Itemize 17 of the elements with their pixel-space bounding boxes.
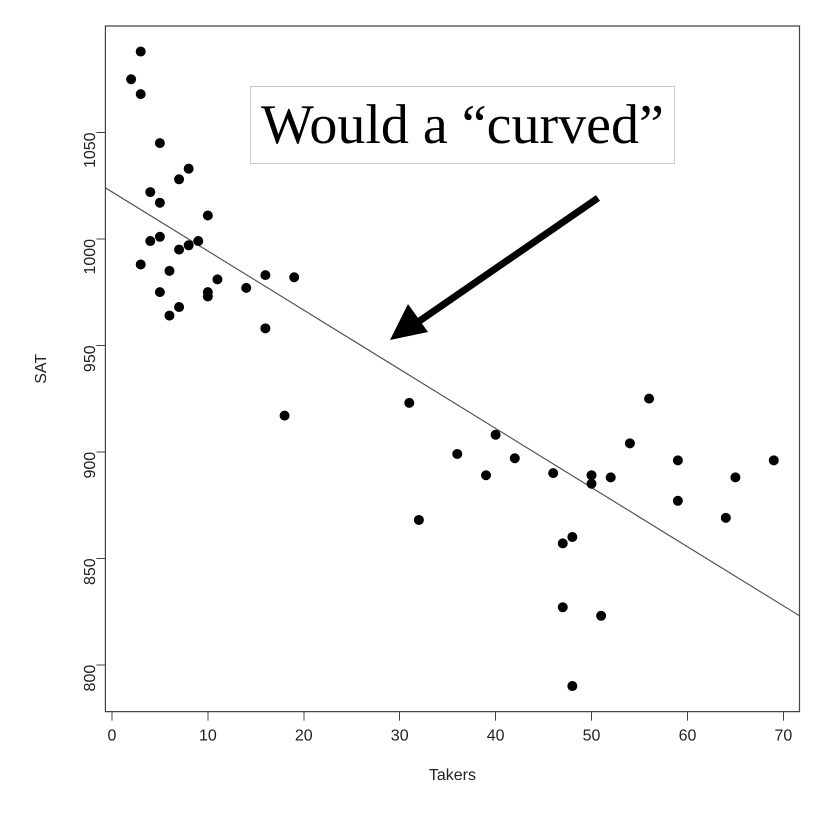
x-tick-label: 50 — [582, 728, 601, 745]
y-tick-label: 900 — [82, 452, 99, 479]
y-axis-title: SAT — [33, 354, 50, 384]
annotation: Would a “curved” — [250, 86, 675, 164]
y-tick-label: 800 — [82, 664, 99, 692]
x-tick-label: 70 — [774, 728, 792, 745]
x-tick-label: 60 — [678, 728, 696, 745]
x-tick-label: 30 — [390, 728, 409, 745]
x-tick-label: 40 — [486, 728, 505, 745]
x-tick-label: 0 — [107, 728, 116, 745]
y-tick-label: 1050 — [82, 132, 99, 168]
x-tick-label: 10 — [198, 728, 217, 745]
x-axis-title: Takers — [428, 766, 476, 784]
x-tick-label: 20 — [294, 728, 313, 745]
y-tick-label: 1000 — [82, 238, 99, 275]
y-tick-label: 850 — [82, 558, 99, 585]
y-tick-label: 950 — [82, 345, 99, 372]
